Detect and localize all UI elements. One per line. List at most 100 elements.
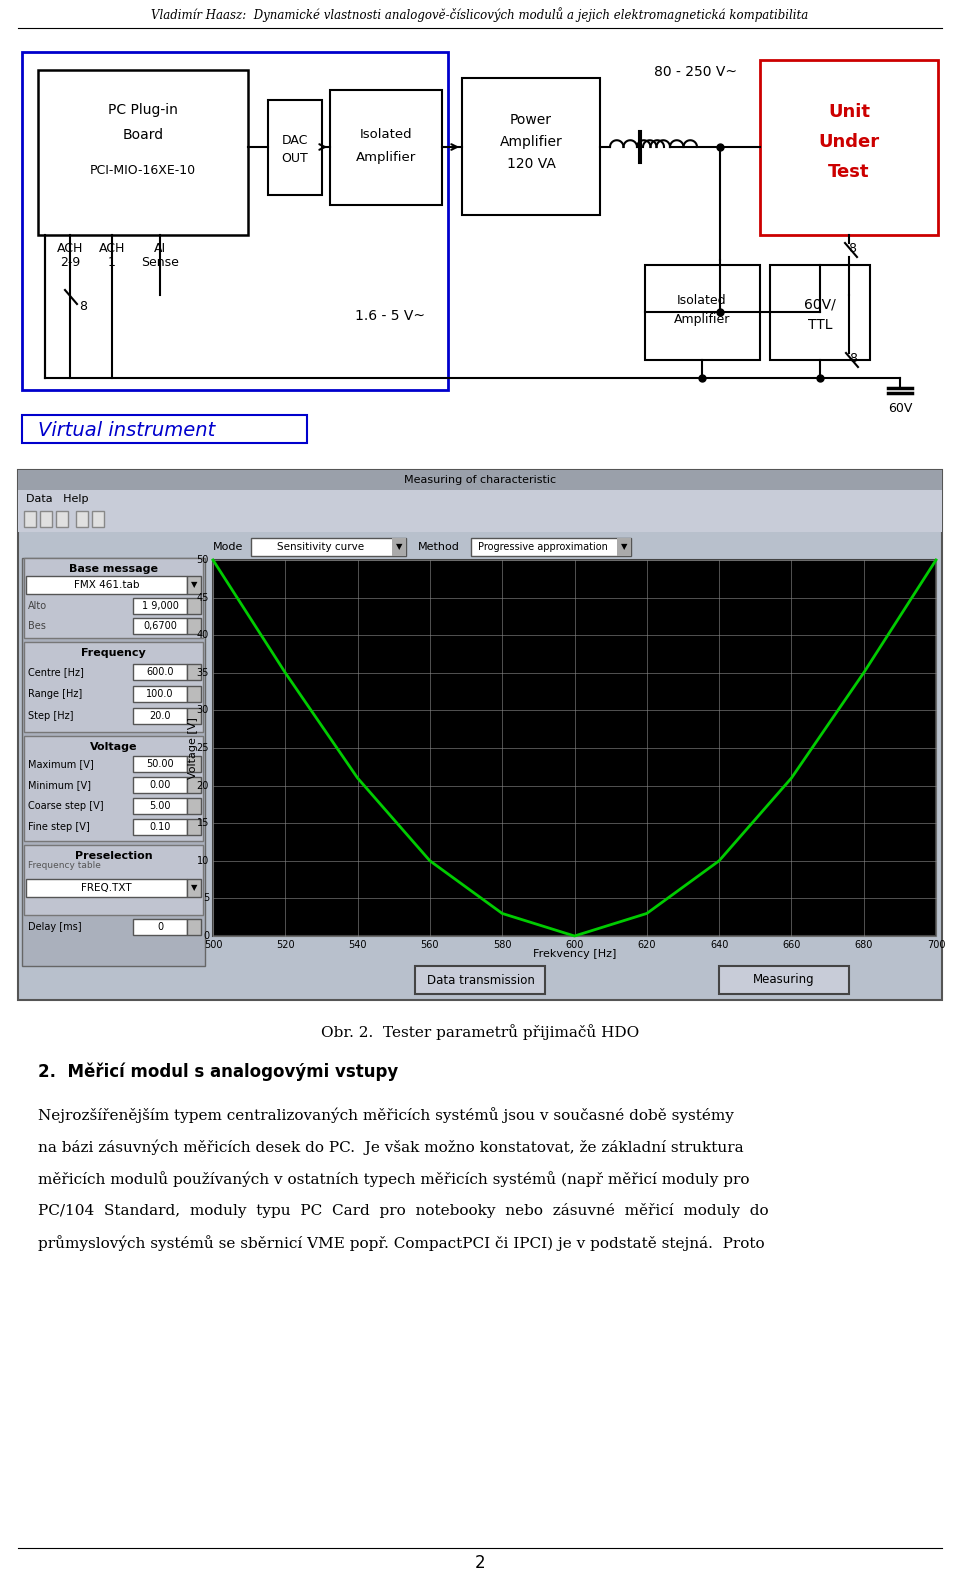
Text: 540: 540 (348, 940, 367, 951)
Text: 2-9: 2-9 (60, 255, 80, 269)
Text: PCI-MIO-16XE-10: PCI-MIO-16XE-10 (90, 164, 196, 176)
Text: 100.0: 100.0 (146, 689, 174, 699)
Bar (133, 818, 187, 834)
Bar (18, 508, 942, 532)
Bar (24, 737, 203, 841)
Text: 2: 2 (474, 1554, 486, 1572)
Text: 60V/: 60V/ (804, 297, 836, 312)
Bar (133, 598, 187, 614)
Text: 25: 25 (197, 743, 209, 752)
Bar (24, 512, 36, 527)
Bar (26, 576, 187, 593)
Text: Measuring of characteristic: Measuring of characteristic (404, 475, 556, 485)
Bar (462, 79, 600, 216)
Text: Under: Under (819, 132, 879, 151)
Text: Power: Power (510, 113, 552, 127)
Text: Isolated: Isolated (360, 129, 412, 142)
Text: Amplifier: Amplifier (499, 135, 563, 150)
Bar (18, 490, 942, 508)
Bar (187, 708, 201, 724)
Text: 600.0: 600.0 (146, 667, 174, 677)
Text: 30: 30 (197, 705, 209, 716)
Bar (719, 966, 849, 995)
Text: ▼: ▼ (621, 543, 627, 551)
Text: 1: 1 (108, 255, 116, 269)
Bar (133, 778, 187, 793)
Text: 0.00: 0.00 (150, 781, 171, 790)
Bar (770, 264, 870, 360)
Text: 640: 640 (709, 940, 729, 951)
Text: 120 VA: 120 VA (507, 157, 556, 172)
Bar (187, 778, 201, 793)
Text: 0,6700: 0,6700 (143, 622, 177, 631)
Text: 700: 700 (926, 940, 946, 951)
Text: Amplifier: Amplifier (356, 151, 416, 165)
Bar (187, 576, 201, 593)
Bar (645, 264, 760, 360)
Bar (18, 471, 942, 999)
Text: OUT: OUT (281, 151, 308, 165)
Text: Coarse step [V]: Coarse step [V] (28, 801, 104, 811)
Bar (133, 708, 187, 724)
Bar (187, 818, 201, 834)
Text: DAC: DAC (282, 134, 308, 146)
Bar (133, 619, 187, 634)
Text: Method: Method (418, 541, 460, 552)
Text: Base message: Base message (69, 563, 158, 575)
Text: Test: Test (828, 164, 870, 181)
Bar (213, 560, 936, 937)
Text: 40: 40 (197, 630, 209, 641)
Text: 560: 560 (420, 940, 439, 951)
Text: 8: 8 (849, 351, 857, 365)
Bar (187, 798, 201, 814)
Text: 520: 520 (276, 940, 295, 951)
Bar (24, 559, 203, 637)
Text: 2.  Měřicí modul s analogovými vstupy: 2. Měřicí modul s analogovými vstupy (38, 1062, 398, 1081)
Text: 500: 500 (204, 940, 223, 951)
Text: průmyslových systémů se sběrnicí VME popř. CompactPCI či IPCI) je v podstatě ste: průmyslových systémů se sběrnicí VME pop… (38, 1236, 764, 1251)
Text: Frequency table: Frequency table (28, 861, 101, 869)
Text: 0.10: 0.10 (150, 822, 171, 833)
Text: 5.00: 5.00 (149, 801, 171, 811)
Bar (133, 756, 187, 771)
Text: 600: 600 (565, 940, 584, 951)
Text: 0: 0 (203, 930, 209, 941)
Bar (40, 512, 52, 527)
Text: Minimum [V]: Minimum [V] (28, 781, 91, 790)
Text: Amplifier: Amplifier (674, 313, 731, 326)
Text: Data   Help: Data Help (26, 494, 88, 504)
Text: Voltage [V]: Voltage [V] (188, 718, 198, 779)
Text: Frequency: Frequency (82, 648, 146, 658)
Text: 35: 35 (197, 667, 209, 678)
Bar (133, 798, 187, 814)
Bar (187, 686, 201, 702)
Text: Voltage: Voltage (89, 741, 137, 752)
Text: 20.0: 20.0 (149, 711, 171, 721)
Text: 8: 8 (79, 301, 87, 313)
Text: 5: 5 (203, 894, 209, 903)
Text: Mode: Mode (213, 541, 244, 552)
Bar (187, 756, 201, 771)
Bar (471, 538, 631, 556)
Text: měřicích modulů používaných v ostatních typech měřicích systémů (např měřicí mod: měřicích modulů používaných v ostatních … (38, 1171, 750, 1187)
Text: 580: 580 (492, 940, 512, 951)
Bar (24, 845, 203, 914)
Text: ▼: ▼ (191, 581, 197, 590)
Bar (617, 538, 631, 556)
Text: 1 9,000: 1 9,000 (141, 601, 179, 611)
Bar (209, 537, 934, 559)
Bar (251, 538, 406, 556)
Bar (187, 878, 201, 897)
Bar (133, 664, 187, 680)
Text: 680: 680 (854, 940, 873, 951)
Bar (22, 559, 205, 966)
Text: ▼: ▼ (191, 883, 197, 892)
Text: 80 - 250 V~: 80 - 250 V~ (654, 65, 736, 79)
Bar (760, 60, 938, 235)
Text: ACH: ACH (99, 241, 125, 255)
Text: Range [Hz]: Range [Hz] (28, 689, 83, 699)
Text: Sensitivity curve: Sensitivity curve (276, 541, 364, 552)
Text: 50: 50 (197, 556, 209, 565)
Text: 0: 0 (156, 922, 163, 932)
Bar (22, 52, 448, 390)
